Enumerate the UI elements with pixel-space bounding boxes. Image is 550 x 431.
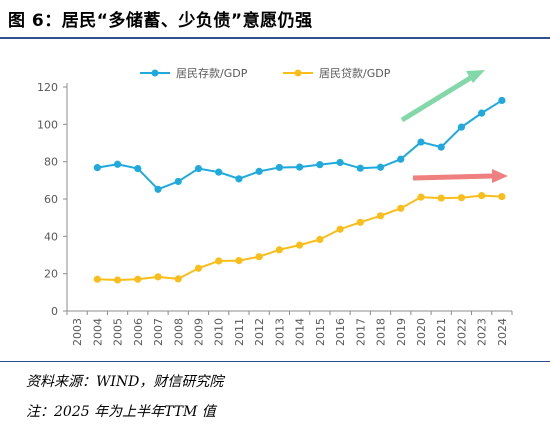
trend-arrow-up-head [466, 70, 485, 83]
data-point-deposits [417, 138, 425, 146]
legend-item-deposits: 居民存款/GDP [140, 66, 248, 80]
x-tick-label: 2017 [354, 318, 367, 346]
data-point-loans [113, 276, 122, 284]
data-point-loans [93, 275, 101, 283]
x-tick-label: 2008 [172, 318, 185, 346]
data-point-deposits [356, 164, 364, 172]
trend-arrow-right [412, 173, 494, 181]
data-point-deposits [376, 163, 385, 171]
x-tick-label: 2020 [415, 318, 428, 346]
data-point-loans [417, 193, 425, 201]
data-point-deposits [336, 158, 344, 167]
legend-marker-loans [294, 69, 302, 77]
data-point-loans [498, 192, 506, 201]
data-point-loans [296, 241, 304, 249]
data-point-loans [174, 275, 182, 283]
trend-arrows [400, 70, 508, 183]
x-tick-label: 2024 [496, 318, 509, 346]
series-line-loans [97, 194, 502, 282]
footer-divider [0, 361, 550, 362]
data-point-loans [154, 273, 162, 281]
footnote: 注：2025 年为上半年TTM 值 [26, 404, 216, 420]
data-point-loans [356, 218, 364, 226]
y-tick-label: 0 [51, 305, 58, 318]
legend: 居民存款/GDP 居民贷款/GDP [140, 66, 391, 80]
y-tick-label: 40 [44, 230, 58, 243]
y-tick-label: 20 [44, 268, 58, 281]
legend-label-deposits: 居民存款/GDP [176, 66, 248, 80]
x-tick-label: 2019 [395, 318, 408, 346]
data-point-loans [457, 194, 466, 202]
data-point-deposits [113, 160, 122, 168]
x-tick-label: 2010 [213, 318, 226, 346]
x-tick-label: 2009 [192, 318, 205, 346]
x-tick-label: 2004 [91, 318, 104, 346]
x-tick-label: 2005 [112, 318, 125, 346]
x-tick-label: 2006 [132, 318, 145, 346]
legend-marker-deposits [151, 69, 159, 77]
x-tick-label: 2023 [476, 318, 489, 346]
legend-label-loans: 居民贷款/GDP [319, 66, 391, 80]
data-point-deposits [215, 168, 223, 176]
x-tick-label: 2011 [233, 318, 246, 346]
data-point-loans [478, 192, 486, 200]
data-point-deposits [275, 163, 283, 172]
x-tick-label: 2003 [71, 318, 84, 346]
legend-item-loans: 居民贷款/GDP [283, 66, 391, 80]
data-point-loans [376, 212, 385, 220]
data-point-loans [336, 225, 344, 233]
data-point-deposits [397, 155, 405, 163]
data-point-loans [215, 257, 223, 265]
data-point-deposits [296, 163, 304, 171]
data-point-loans [255, 253, 263, 261]
data-point-deposits [235, 175, 243, 183]
y-tick-label: 120 [37, 81, 58, 94]
data-point-loans [235, 257, 243, 265]
data-point-loans [134, 275, 142, 283]
x-tick-label: 2012 [253, 318, 266, 346]
source-note: 资料来源：WIND，财信研究院 [26, 374, 224, 390]
x-tick-label: 2018 [375, 318, 388, 346]
data-point-deposits [194, 164, 203, 173]
x-tick-label: 2007 [152, 318, 165, 346]
data-point-loans [316, 235, 324, 244]
data-point-deposits [93, 164, 101, 172]
y-tick-label: 100 [37, 118, 58, 131]
data-point-deposits [174, 177, 182, 186]
series-loans [93, 192, 506, 284]
x-tick-label: 2014 [294, 318, 307, 346]
data-point-deposits [498, 96, 506, 105]
x-tick-label: 2021 [435, 318, 448, 346]
x-tick-label: 2022 [455, 318, 468, 346]
series-lines [93, 96, 506, 284]
title-divider [0, 37, 550, 39]
data-point-deposits [255, 167, 263, 175]
series-deposits [93, 96, 506, 193]
y-tick-label: 80 [44, 156, 58, 169]
y-tick-label: 60 [44, 193, 58, 206]
data-point-loans [397, 204, 405, 212]
y-axis: 0 20 40 60 80 100 120 [37, 81, 68, 318]
trend-arrow-right-head [492, 169, 508, 183]
data-point-loans [194, 264, 203, 272]
data-point-deposits [457, 123, 466, 131]
data-point-loans [275, 246, 283, 254]
x-tick-label: 2016 [334, 318, 347, 346]
figure-title: 图 6：居民“多储蓄、少负债”意愿仍强 [8, 11, 313, 31]
x-tick-label: 2013 [273, 318, 286, 346]
data-point-deposits [134, 164, 142, 173]
x-axis: 2003 2004 2005 2006 2007 2008 2009 2010 2011 2012… [66, 310, 513, 346]
x-tick-label: 2015 [314, 318, 327, 346]
data-point-deposits [478, 109, 486, 117]
data-point-loans [437, 194, 445, 202]
data-point-deposits [154, 185, 162, 193]
data-point-deposits [316, 161, 324, 169]
data-point-deposits [437, 143, 445, 151]
trend-arrow-up [400, 74, 474, 123]
